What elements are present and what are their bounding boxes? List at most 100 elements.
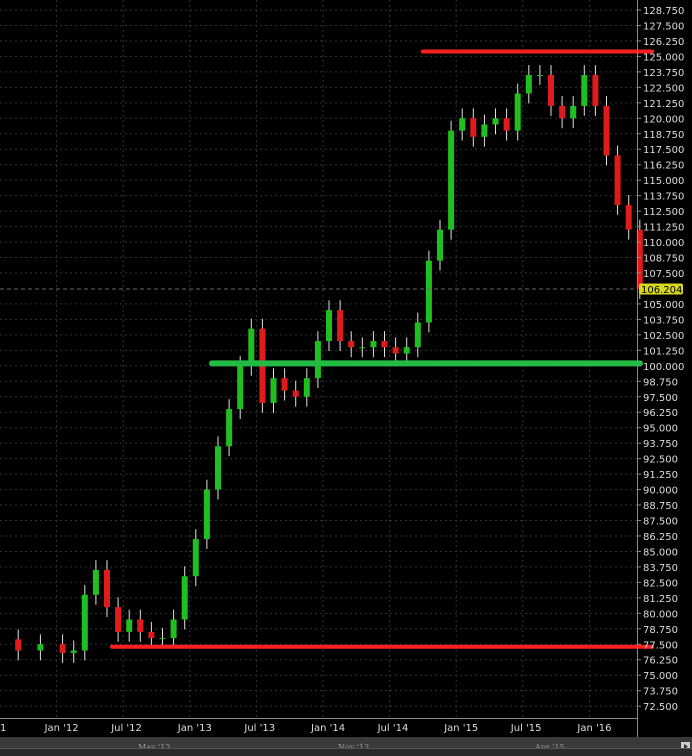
x-tick-label: Jan '13	[177, 723, 212, 734]
annotations	[110, 49, 654, 649]
status-bar	[0, 748, 692, 756]
candle-body	[281, 378, 288, 391]
candle-body	[37, 644, 44, 651]
candle-body	[170, 619, 177, 639]
candle-body	[148, 631, 155, 639]
x-tick-label: Jan '12	[44, 723, 79, 734]
candle-body	[503, 118, 510, 131]
candle-body	[137, 619, 144, 632]
y-axis: 128.750 127.500 126.250 125.000 123.750 122.5…	[637, 6, 684, 713]
candle-body	[448, 130, 455, 230]
candle-body	[437, 229, 443, 261]
y-tick-label: 82.500	[643, 578, 678, 589]
y-tick-label: 115.000	[643, 176, 684, 187]
y-tick-label: 76.250	[643, 656, 678, 667]
y-tick-label: 113.750	[643, 192, 684, 203]
y-tick-label: 73.750	[643, 687, 678, 698]
x-tick-label: Jul '12	[110, 723, 142, 734]
candle-body	[492, 118, 499, 125]
y-tick-label: 93.750	[643, 439, 678, 450]
y-tick-label: 100.000	[643, 362, 684, 373]
candle-body	[481, 124, 488, 137]
x-tick-label: 1	[0, 723, 6, 734]
y-tick-label: 128.750	[643, 6, 684, 17]
arrow-right-icon	[684, 744, 688, 749]
candle-body	[514, 93, 521, 131]
last-price-value: 106.204	[641, 285, 682, 296]
candle-body	[59, 644, 66, 653]
navigator-scrollbar[interactable]: May '12 Nov '13 Apr '15	[0, 737, 692, 752]
candlestick-chart: 128.750 127.500 126.250 125.000 123.750 122.5…	[0, 0, 684, 737]
y-tick-label: 98.750	[643, 377, 678, 388]
candle-body	[581, 74, 588, 106]
candle-body	[470, 118, 477, 137]
y-tick-label: 87.500	[643, 517, 678, 528]
candle-body	[525, 74, 532, 94]
y-tick-label: 88.750	[643, 501, 678, 512]
candle-body	[81, 594, 88, 651]
y-tick-label: 116.250	[643, 161, 684, 172]
y-tick-label: 97.500	[643, 393, 678, 404]
candle-body	[548, 74, 554, 106]
candle-body	[159, 638, 166, 640]
x-tick-label: Jan '14	[310, 723, 345, 734]
candle-body	[303, 378, 310, 397]
candle-body	[237, 365, 244, 410]
y-tick-label: 110.000	[643, 238, 684, 249]
x-axis: 1 Jan '12 Jul '12 Jan '13 Jul '13 Jan '14 Jul …	[0, 723, 611, 734]
candle-body	[326, 310, 332, 342]
x-tick-label: Jan '16	[576, 723, 611, 734]
candle-body	[370, 341, 377, 348]
y-tick-label: 125.000	[643, 52, 684, 63]
candle-body	[625, 204, 632, 230]
candle-body	[614, 155, 621, 205]
candle-body	[592, 74, 599, 106]
candle-body	[570, 105, 577, 119]
candle-body	[414, 322, 421, 348]
candle-body	[104, 570, 110, 608]
candle-body	[215, 446, 221, 490]
candle-body	[603, 105, 610, 156]
candle-body	[459, 118, 466, 131]
last-price-label: 106.204	[0, 283, 683, 296]
candle-body	[559, 105, 566, 119]
y-tick-label: 78.750	[643, 625, 678, 636]
x-tick-label: Jul '14	[377, 723, 409, 734]
y-tick-label: 127.500	[643, 21, 684, 32]
candle-body	[314, 341, 321, 379]
x-tick-label: Jan '15	[443, 723, 478, 734]
candle-body	[248, 328, 255, 366]
candle-body	[270, 378, 277, 403]
y-tick-label: 105.000	[643, 300, 684, 311]
candle-body	[70, 650, 77, 653]
candle-body	[359, 347, 366, 349]
y-tick-label: 111.250	[643, 223, 684, 234]
y-tick-label: 112.500	[643, 207, 684, 218]
candle-body	[192, 539, 199, 577]
y-tick-label: 80.000	[643, 609, 678, 620]
candle-body	[403, 347, 410, 354]
y-tick-label: 75.000	[643, 671, 678, 682]
y-tick-label: 121.250	[643, 99, 684, 110]
y-tick-label: 120.000	[643, 114, 684, 125]
candle-body	[92, 570, 99, 595]
y-tick-label: 91.250	[643, 470, 678, 481]
y-tick-label: 126.250	[643, 37, 684, 48]
y-tick-label: 77.500	[643, 640, 678, 651]
y-tick-label: 103.750	[643, 315, 684, 326]
y-tick-label: 92.500	[643, 455, 678, 466]
candle-body	[536, 74, 543, 76]
y-tick-label: 72.500	[643, 702, 678, 713]
y-tick-label: 81.250	[643, 594, 678, 605]
y-tick-label: 102.500	[643, 331, 684, 342]
y-tick-label: 83.750	[643, 563, 678, 574]
y-tick-label: 90.000	[643, 486, 678, 497]
candle-body	[226, 409, 233, 447]
candle-body	[348, 341, 355, 348]
candle-body	[292, 390, 299, 397]
candle-body	[126, 619, 133, 632]
y-tick-label: 101.250	[643, 346, 684, 357]
candle-body	[203, 489, 210, 540]
y-tick-label: 107.500	[643, 269, 684, 280]
navigator-label: Apr '15	[534, 743, 565, 752]
